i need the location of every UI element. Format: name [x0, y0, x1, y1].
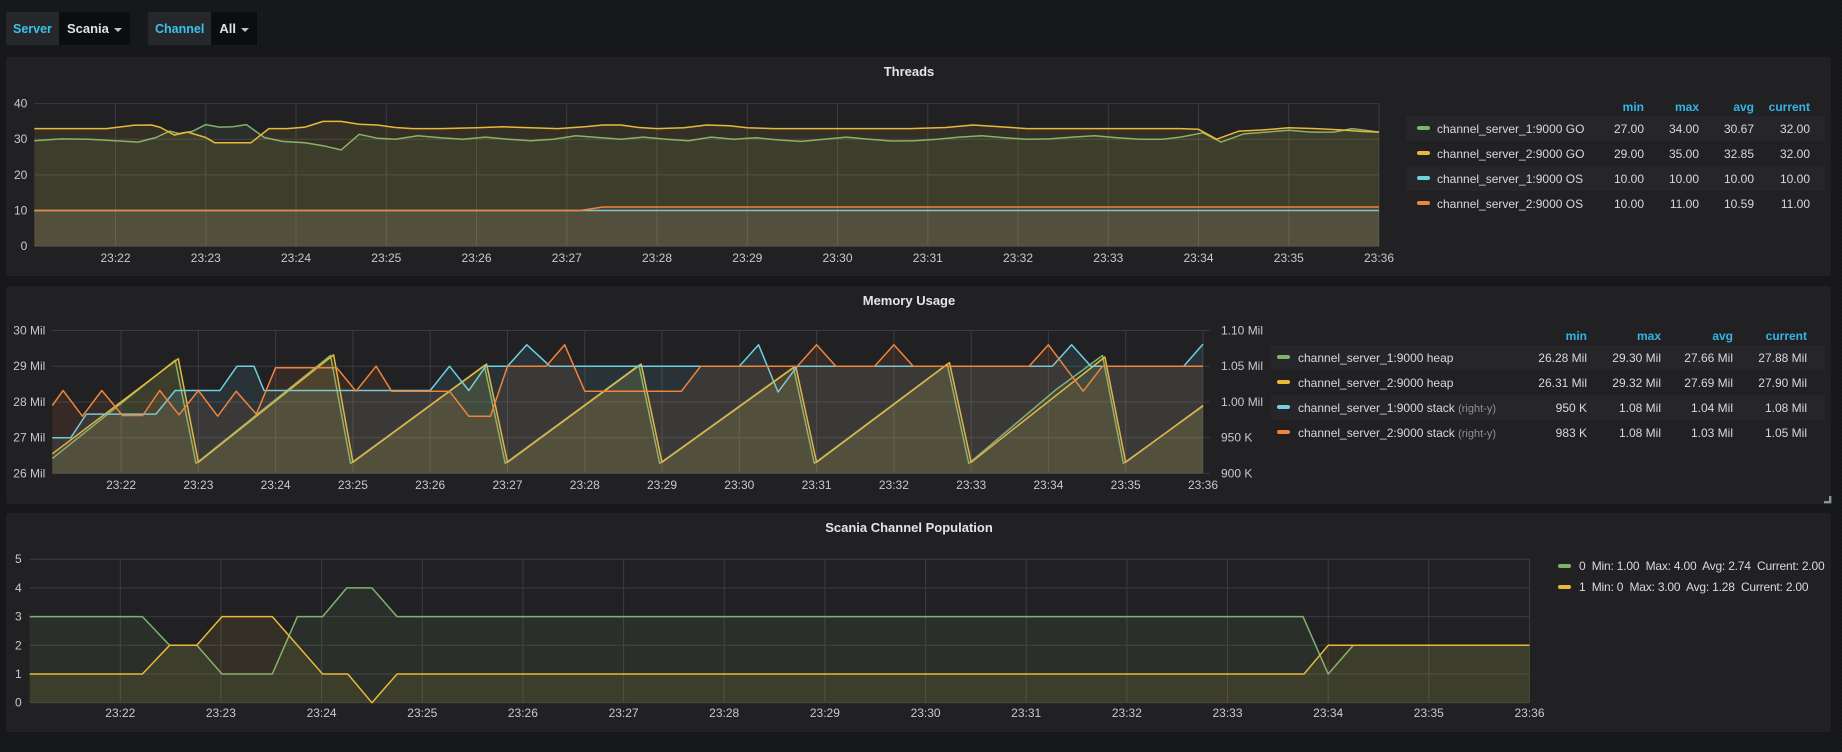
svg-text:23:24: 23:24: [281, 251, 311, 265]
svg-text:23:24: 23:24: [261, 478, 291, 492]
svg-text:23:35: 23:35: [1414, 706, 1444, 720]
svg-text:23:28: 23:28: [709, 706, 739, 720]
svg-text:23:23: 23:23: [191, 251, 221, 265]
svg-text:27 Mil: 27 Mil: [13, 431, 45, 445]
svg-text:23:32: 23:32: [1003, 251, 1033, 265]
svg-text:23:33: 23:33: [956, 478, 986, 492]
svg-text:23:34: 23:34: [1183, 251, 1213, 265]
svg-text:20: 20: [14, 168, 28, 182]
svg-text:23:28: 23:28: [570, 478, 600, 492]
svg-text:23:22: 23:22: [105, 706, 135, 720]
svg-text:10: 10: [14, 204, 28, 218]
svg-text:1: 1: [15, 667, 22, 681]
svg-text:23:23: 23:23: [206, 706, 236, 720]
svg-text:0: 0: [21, 239, 28, 253]
svg-text:23:32: 23:32: [879, 478, 909, 492]
svg-text:900 K: 900 K: [1221, 466, 1252, 480]
svg-text:5: 5: [15, 552, 22, 566]
svg-text:30 Mil: 30 Mil: [13, 324, 45, 338]
svg-text:23:33: 23:33: [1093, 251, 1123, 265]
svg-text:4: 4: [15, 581, 22, 595]
svg-text:23:36: 23:36: [1514, 706, 1544, 720]
svg-text:1.10 Mil: 1.10 Mil: [1221, 324, 1263, 338]
svg-text:1.00 Mil: 1.00 Mil: [1221, 395, 1263, 409]
svg-text:23:34: 23:34: [1313, 706, 1343, 720]
svg-text:23:36: 23:36: [1188, 478, 1218, 492]
svg-text:23:29: 23:29: [810, 706, 840, 720]
svg-text:26 Mil: 26 Mil: [13, 466, 45, 480]
svg-text:950 K: 950 K: [1221, 431, 1252, 445]
svg-text:23:33: 23:33: [1212, 706, 1242, 720]
svg-text:0: 0: [15, 696, 22, 710]
svg-text:30: 30: [14, 132, 28, 146]
svg-text:23:27: 23:27: [492, 478, 522, 492]
svg-text:23:30: 23:30: [822, 251, 852, 265]
svg-text:23:31: 23:31: [1011, 706, 1041, 720]
svg-text:40: 40: [14, 97, 28, 111]
svg-text:23:32: 23:32: [1112, 706, 1142, 720]
svg-text:23:25: 23:25: [407, 706, 437, 720]
svg-text:23:27: 23:27: [609, 706, 639, 720]
svg-text:23:28: 23:28: [642, 251, 672, 265]
svg-text:1.05 Mil: 1.05 Mil: [1221, 359, 1263, 373]
svg-text:23:26: 23:26: [461, 251, 491, 265]
svg-text:23:26: 23:26: [415, 478, 445, 492]
svg-text:23:31: 23:31: [802, 478, 832, 492]
svg-text:23:30: 23:30: [724, 478, 754, 492]
svg-text:23:22: 23:22: [100, 251, 130, 265]
svg-text:2: 2: [15, 638, 22, 652]
svg-text:23:29: 23:29: [647, 478, 677, 492]
svg-text:23:30: 23:30: [911, 706, 941, 720]
svg-text:23:22: 23:22: [106, 478, 136, 492]
svg-text:23:29: 23:29: [732, 251, 762, 265]
svg-text:23:25: 23:25: [338, 478, 368, 492]
svg-text:23:35: 23:35: [1111, 478, 1141, 492]
svg-text:23:26: 23:26: [508, 706, 538, 720]
svg-text:23:25: 23:25: [371, 251, 401, 265]
svg-text:3: 3: [15, 610, 22, 624]
svg-text:28 Mil: 28 Mil: [13, 395, 45, 409]
svg-text:23:35: 23:35: [1274, 251, 1304, 265]
svg-text:23:27: 23:27: [552, 251, 582, 265]
svg-text:23:23: 23:23: [183, 478, 213, 492]
svg-text:29 Mil: 29 Mil: [13, 359, 45, 373]
svg-text:23:31: 23:31: [913, 251, 943, 265]
svg-text:23:34: 23:34: [1033, 478, 1063, 492]
svg-text:23:36: 23:36: [1364, 251, 1394, 265]
svg-text:23:24: 23:24: [307, 706, 337, 720]
